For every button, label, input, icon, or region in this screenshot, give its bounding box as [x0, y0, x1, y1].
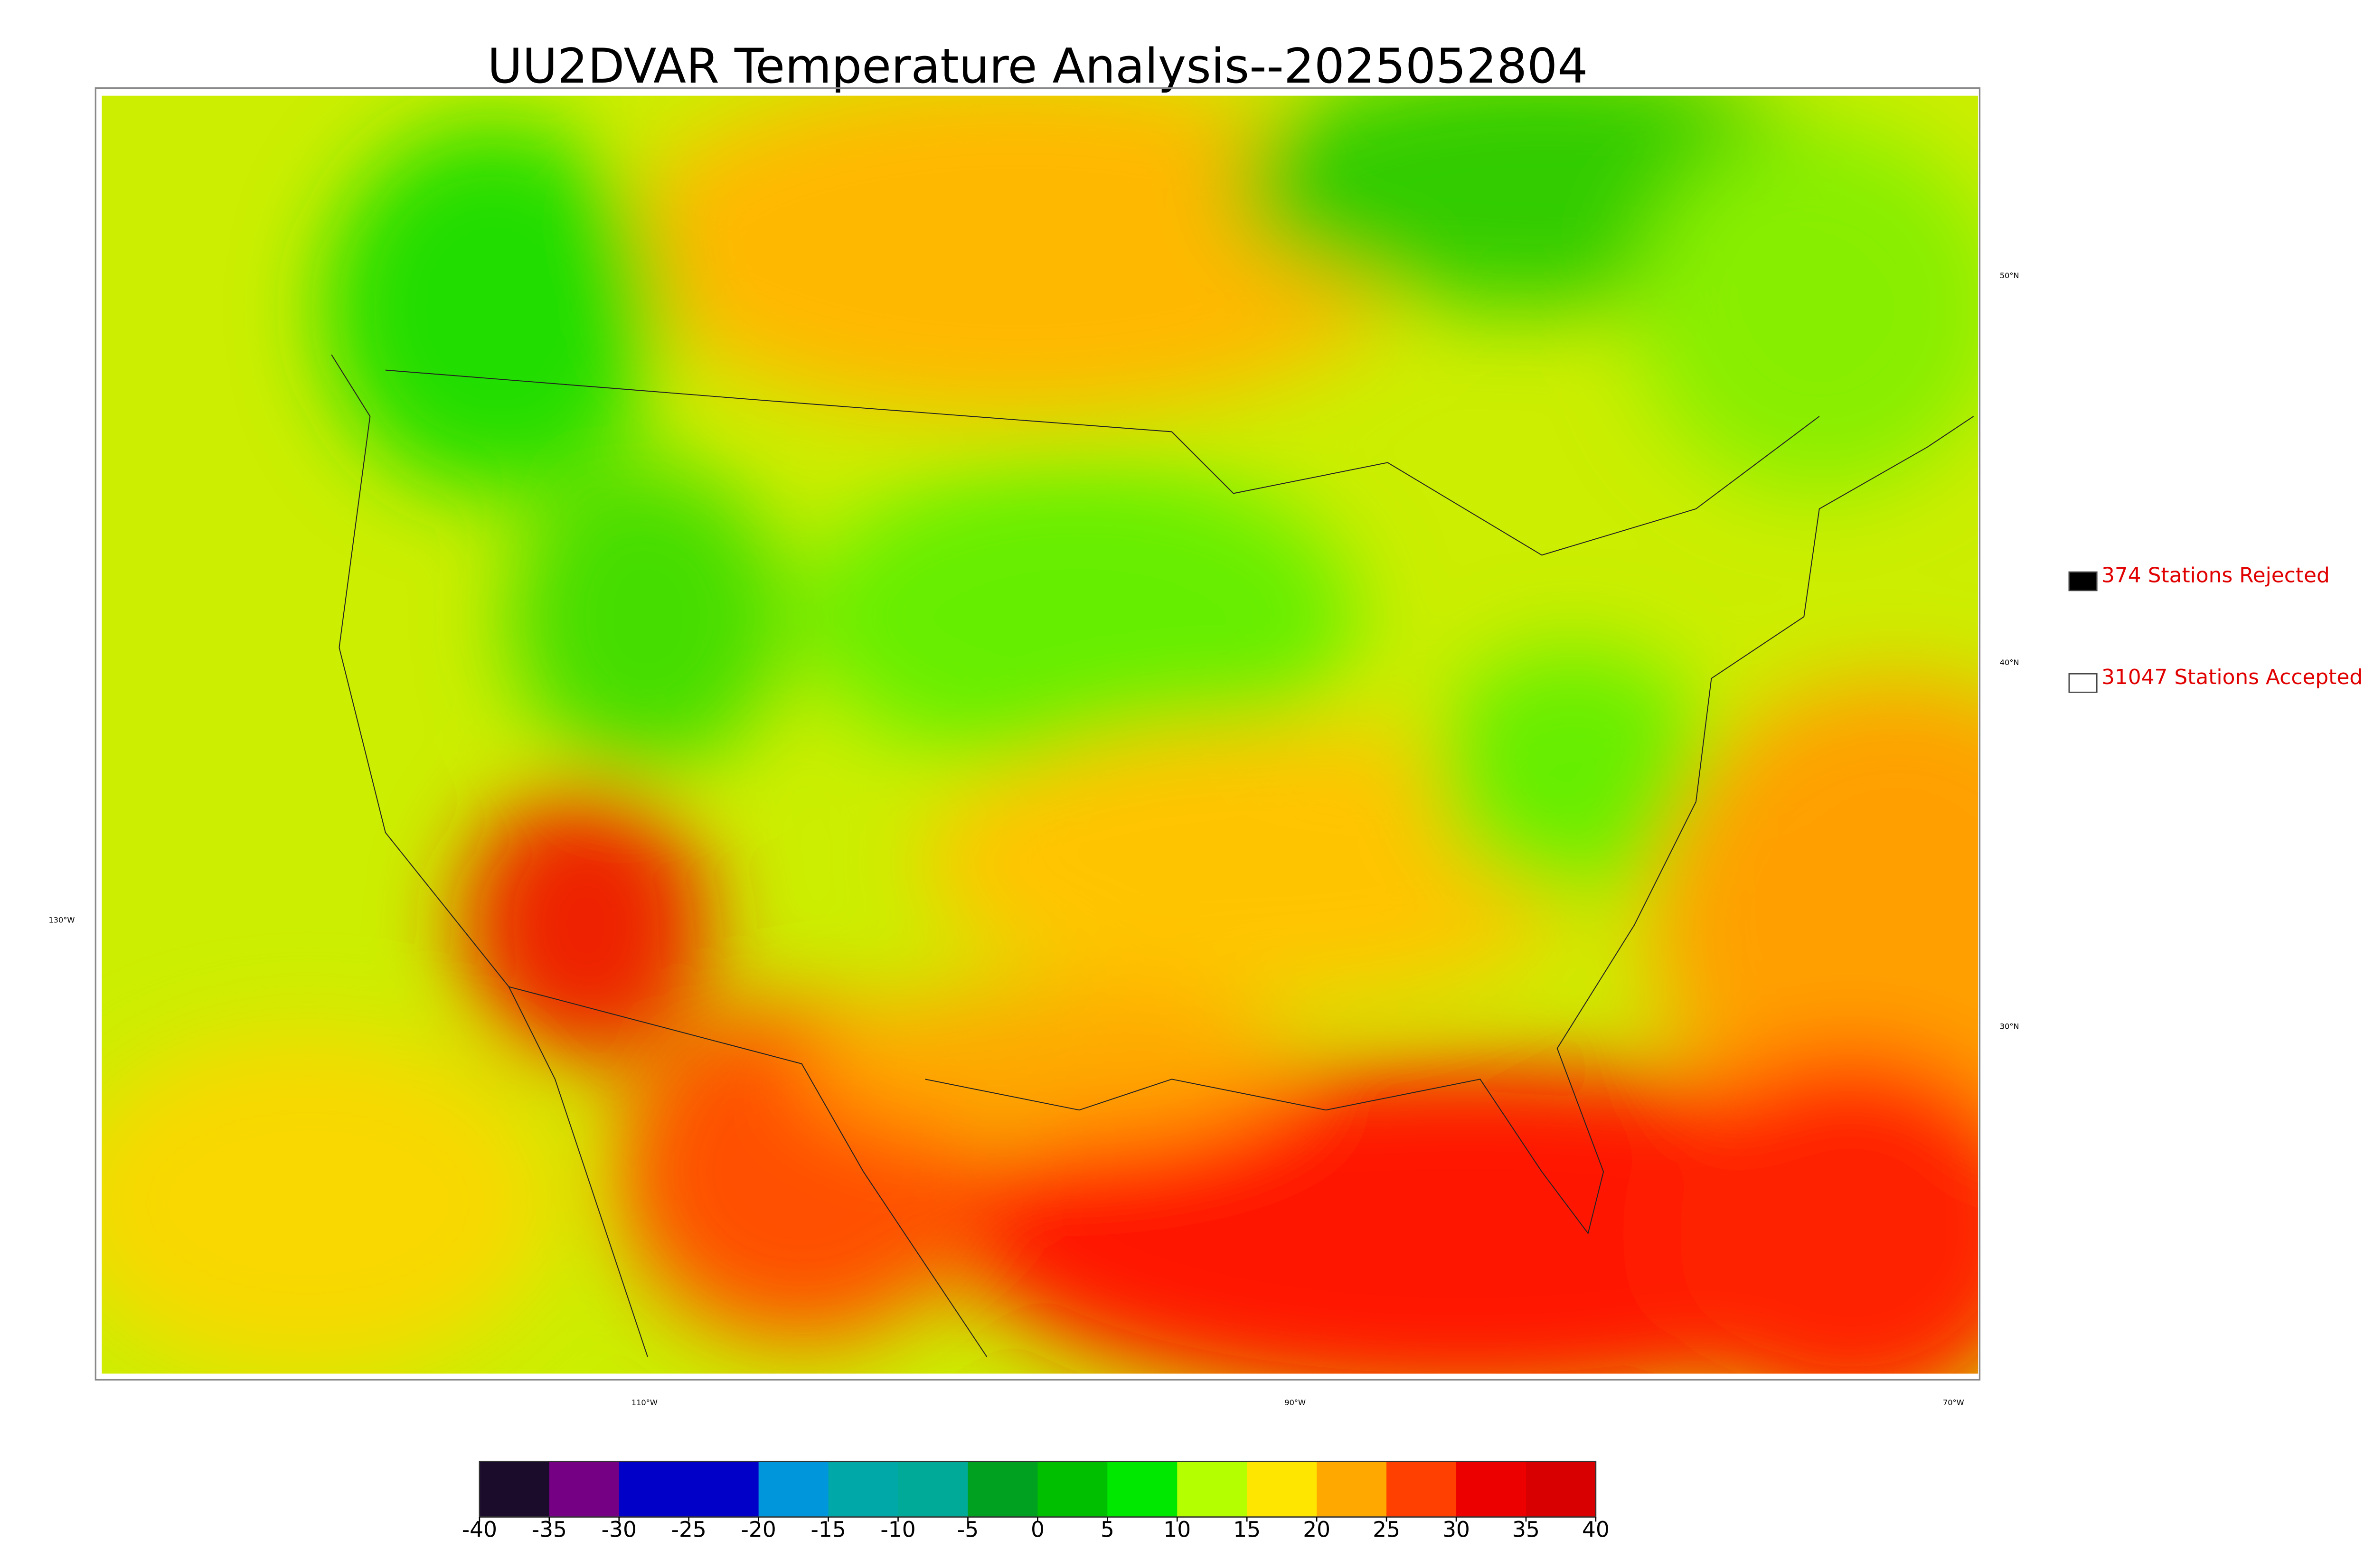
lon-label: 90°W	[1284, 1398, 1306, 1407]
lat-label: 30°N	[2000, 1022, 2019, 1031]
colorbar-segment	[1247, 1461, 1318, 1517]
colorbar-segment	[1107, 1461, 1178, 1517]
colorbar-segment	[828, 1461, 899, 1517]
colorbar-tick-label: -25	[671, 1517, 707, 1542]
graticule-labels: 50°N 40°N 30°N 130°W 110°W 90°W 70°W	[48, 271, 2019, 1407]
legend-swatch	[2068, 571, 2098, 592]
colorbar-tick-label: 10	[1163, 1517, 1191, 1542]
colorbar-tick-label: 25	[1373, 1517, 1400, 1542]
colorbar-tick-label: -5	[957, 1517, 979, 1542]
colorbar-tick-label: 20	[1303, 1517, 1330, 1542]
colorbar-segment	[968, 1461, 1038, 1517]
colorbar-tick-label: -15	[810, 1517, 846, 1542]
lon-label: 110°W	[631, 1398, 658, 1407]
colorbar-segment	[1386, 1461, 1457, 1517]
lat-label: 40°N	[2000, 658, 2019, 667]
colorbar-tick-label: 0	[1031, 1517, 1045, 1542]
legend-swatch	[2068, 673, 2098, 693]
colorbar-segment	[479, 1461, 550, 1517]
colorbar-segment	[1177, 1461, 1248, 1517]
map-frame	[94, 87, 1981, 1381]
colorbar-segment	[1526, 1461, 1596, 1517]
colorbar-tick-label: 15	[1233, 1517, 1261, 1542]
colorbar-tick-label: -40	[462, 1517, 497, 1542]
colorbar: -40 -35 -30 -25 -20 -15 -10 -5 0 5 10 15 20 25 30 35 40	[462, 1461, 1610, 1542]
legend: 374 Stations Rejected 31047 Stations Acce…	[2068, 563, 2363, 693]
lon-label: 130°W	[48, 915, 75, 924]
colorbar-tick-label: 30	[1442, 1517, 1470, 1542]
lon-label: 70°W	[1943, 1398, 1964, 1407]
lat-label: 50°N	[2000, 271, 2019, 280]
legend-label: 31047 Stations Accepted	[2101, 665, 2363, 689]
colorbar-tick-label: 40	[1582, 1517, 1610, 1542]
colorbar-segment	[549, 1461, 620, 1517]
colorbar-segment	[619, 1461, 689, 1517]
colorbar-tick-label: -20	[741, 1517, 776, 1542]
colorbar-segment	[1456, 1461, 1526, 1517]
temperature-field	[102, 95, 1978, 1374]
map-title: UU2DVAR Temperature Analysis--2025052804	[488, 38, 1588, 94]
colorbar-segment	[688, 1461, 759, 1517]
colorbar-tick-label: -35	[532, 1517, 567, 1542]
colorbar-tick-label: -30	[602, 1517, 637, 1542]
colorbar-segment	[898, 1461, 969, 1517]
colorbar-segment	[758, 1461, 829, 1517]
colorbar-tick-label: -10	[880, 1517, 915, 1542]
colorbar-segment	[1317, 1461, 1387, 1517]
legend-label: 374 Stations Rejected	[2101, 563, 2330, 588]
colorbar-tick-label: 5	[1101, 1517, 1114, 1542]
colorbar-segment	[1037, 1461, 1108, 1517]
colorbar-tick-label: 35	[1512, 1517, 1540, 1542]
